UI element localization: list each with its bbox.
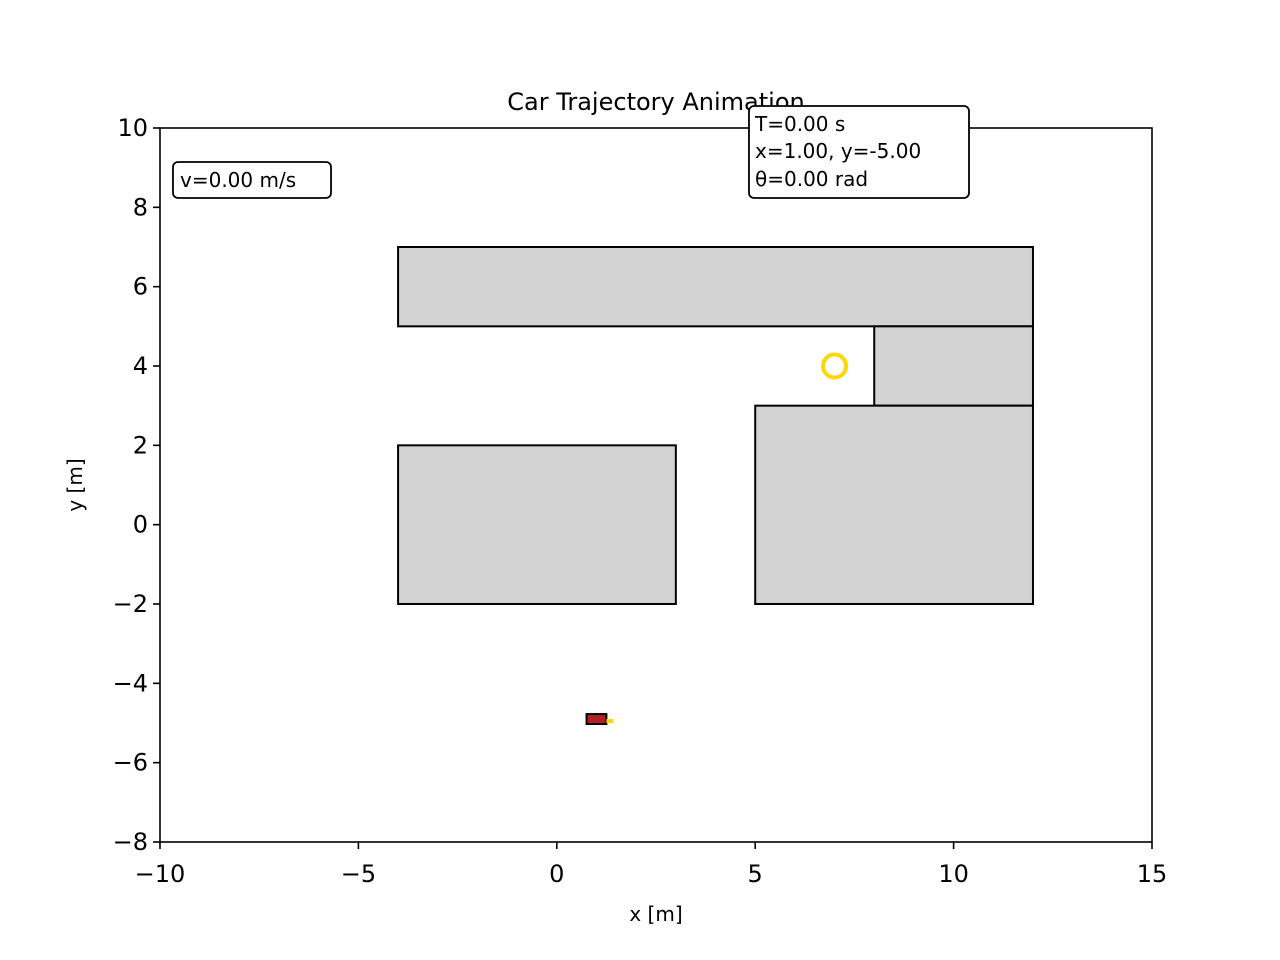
state-time-text: T=0.00 s [754, 112, 845, 136]
car-layer [585, 713, 614, 725]
state-position-text: x=1.00, y=-5.00 [755, 139, 921, 163]
goal-marker [821, 352, 849, 380]
state-heading-text: θ=0.00 rad [755, 167, 868, 191]
velocity-annotation-text: v=0.00 m/s [180, 168, 296, 192]
y-tick-label: 6 [133, 273, 148, 301]
y-tick-label: 8 [133, 193, 148, 221]
y-tick-label: 4 [133, 352, 148, 380]
y-tick-label: −6 [113, 749, 148, 777]
y-axis-label: y [m] [63, 458, 87, 511]
car-marker [585, 713, 614, 725]
x-tick-label: −5 [341, 860, 376, 888]
x-tick-label: 0 [549, 860, 564, 888]
goal-layer [821, 352, 849, 380]
x-tick-label: 15 [1137, 860, 1168, 888]
y-tick-label: 0 [133, 511, 148, 539]
plot-frame [159, 127, 1153, 843]
y-tick-label: 2 [133, 431, 148, 459]
velocity-annotation-box [172, 161, 332, 199]
y-tick-label: 10 [117, 114, 148, 142]
obstacle-layer [397, 246, 1034, 606]
y-axis-ticks: −8 −6 −4 −2 0 2 4 6 8 10 [113, 114, 160, 856]
y-tick-label: −8 [113, 828, 148, 856]
velocity-annotation: v=0.00 m/s [172, 161, 332, 199]
y-tick-label: −2 [113, 590, 148, 618]
x-tick-label: 5 [748, 860, 763, 888]
obstacle-4 [397, 444, 677, 606]
obstacle-2 [873, 325, 1034, 407]
x-axis-label: x [m] [629, 902, 682, 926]
state-annotation: T=0.00 s x=1.00, y=-5.00 θ=0.00 rad [748, 105, 970, 199]
car-body [585, 713, 608, 725]
x-tick-label: −10 [135, 860, 186, 888]
obstacle-1 [397, 246, 1034, 328]
x-tick-label: 10 [938, 860, 969, 888]
y-tick-label: −4 [113, 669, 148, 697]
obstacle-3 [754, 404, 1034, 605]
x-axis-ticks: −10 −5 0 5 10 15 [135, 842, 1168, 888]
state-annotation-box [748, 105, 970, 199]
